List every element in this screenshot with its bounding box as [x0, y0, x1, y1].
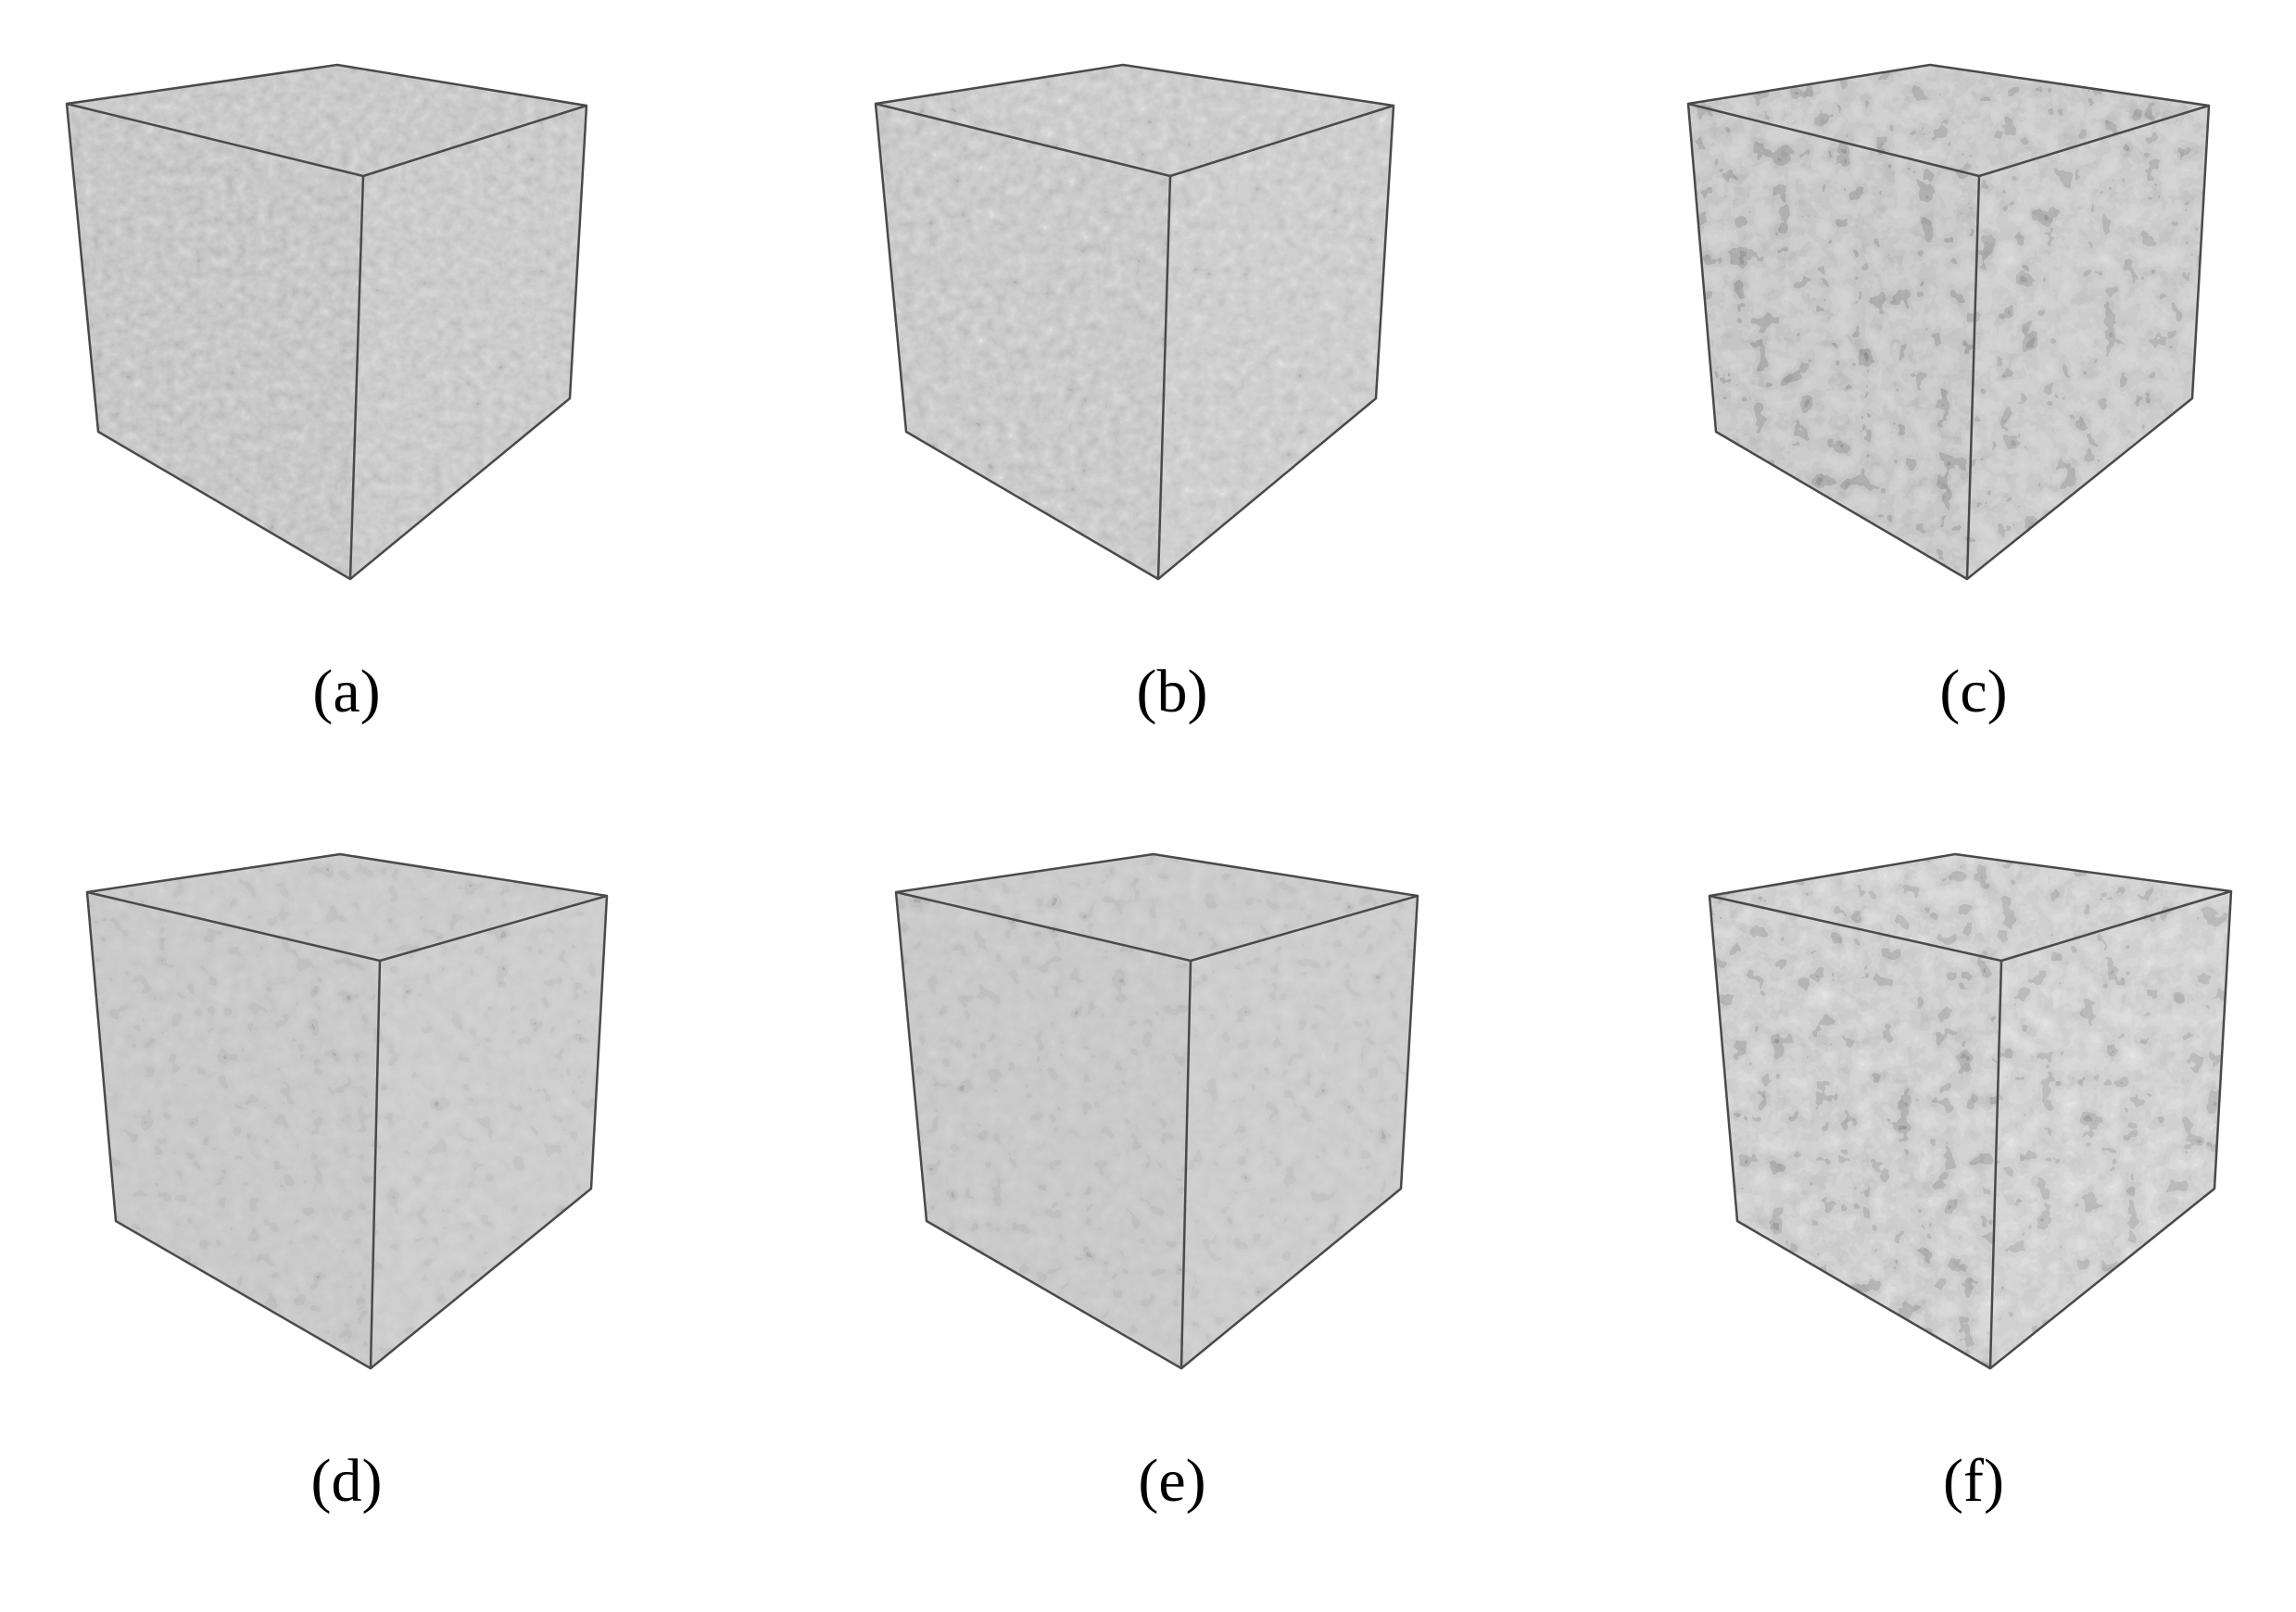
- cube-f: [1708, 852, 2233, 1370]
- panel-e: (e): [894, 852, 1419, 1515]
- caption-e: (e): [1138, 1447, 1205, 1515]
- caption-d: (d): [311, 1447, 383, 1515]
- cube-b: [874, 63, 1395, 581]
- cube-e: [894, 852, 1419, 1370]
- panel-a: (a): [65, 63, 588, 725]
- panel-c: (c): [1686, 63, 2211, 725]
- panel-f: (f): [1708, 852, 2233, 1515]
- cube-a: [65, 63, 588, 581]
- panel-b: (b): [874, 63, 1395, 725]
- panel-d: (d): [85, 852, 609, 1515]
- cube-d: [85, 852, 609, 1370]
- caption-c: (c): [1939, 658, 2007, 725]
- cube-c: [1686, 63, 2211, 581]
- caption-a: (a): [312, 658, 380, 725]
- caption-b: (b): [1137, 658, 1208, 725]
- caption-f: (f): [1943, 1447, 2004, 1515]
